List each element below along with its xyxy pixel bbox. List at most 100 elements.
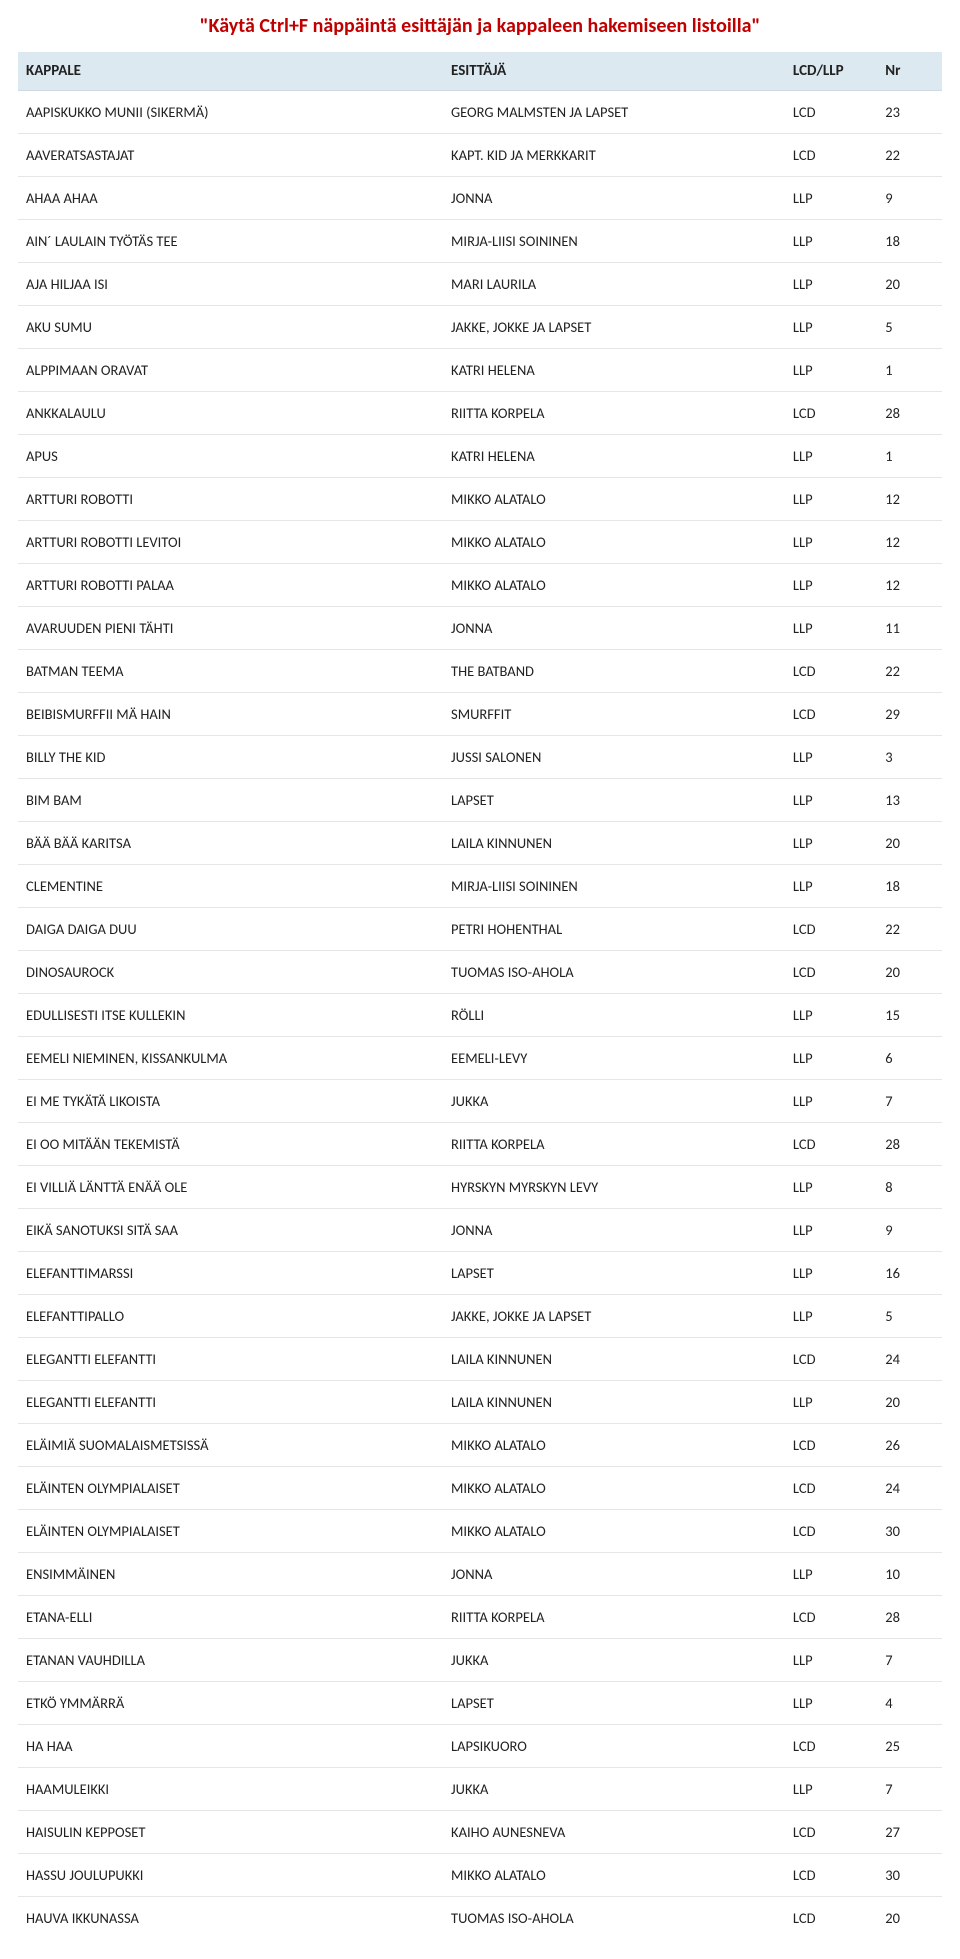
cell-format: LCD	[785, 1596, 877, 1639]
table-row: EIKÄ SANOTUKSI SITÄ SAAJONNALLP9	[18, 1209, 942, 1252]
cell-esittaja: LAILA KINNUNEN	[443, 1381, 785, 1424]
cell-format: LCD	[785, 693, 877, 736]
table-row: ETKÖ YMMÄRRÄLAPSETLLP4	[18, 1682, 942, 1725]
cell-format: LLP	[785, 822, 877, 865]
cell-format: LLP	[785, 220, 877, 263]
table-row: ARTTURI ROBOTTI PALAAMIKKO ALATALOLLP12	[18, 564, 942, 607]
cell-nr: 13	[877, 779, 942, 822]
cell-format: LLP	[785, 865, 877, 908]
cell-nr: 12	[877, 478, 942, 521]
cell-nr: 28	[877, 392, 942, 435]
cell-kappale: ARTTURI ROBOTTI PALAA	[18, 564, 443, 607]
cell-kappale: ELÄINTEN OLYMPIALAISET	[18, 1467, 443, 1510]
table-row: HASSU JOULUPUKKIMIKKO ALATALOLCD30	[18, 1854, 942, 1897]
table-header-row: KAPPALE ESITTÄJÄ LCD/LLP Nr	[18, 52, 942, 91]
cell-nr: 23	[877, 91, 942, 134]
cell-esittaja: RÖLLI	[443, 994, 785, 1037]
table-row: AHAA AHAAJONNALLP9	[18, 177, 942, 220]
cell-format: LLP	[785, 1037, 877, 1080]
cell-format: LLP	[785, 1553, 877, 1596]
cell-kappale: ETANA-ELLI	[18, 1596, 443, 1639]
cell-esittaja: JONNA	[443, 1553, 785, 1596]
cell-esittaja: PETRI HOHENTHAL	[443, 908, 785, 951]
table-row: ANKKALAULURIITTA KORPELALCD28	[18, 392, 942, 435]
cell-kappale: AKU SUMU	[18, 306, 443, 349]
cell-esittaja: JUKKA	[443, 1768, 785, 1811]
cell-esittaja: JUKKA	[443, 1639, 785, 1682]
cell-format: LLP	[785, 736, 877, 779]
cell-nr: 22	[877, 908, 942, 951]
cell-format: LLP	[785, 521, 877, 564]
cell-esittaja: MIKKO ALATALO	[443, 564, 785, 607]
table-row: ARTTURI ROBOTTI LEVITOIMIKKO ALATALOLLP1…	[18, 521, 942, 564]
cell-esittaja: RIITTA KORPELA	[443, 1596, 785, 1639]
cell-esittaja: JUKKA	[443, 1080, 785, 1123]
cell-format: LCD	[785, 1897, 877, 1940]
cell-format: LLP	[785, 1381, 877, 1424]
cell-format: LLP	[785, 1166, 877, 1209]
cell-nr: 7	[877, 1768, 942, 1811]
cell-format: LLP	[785, 1682, 877, 1725]
cell-kappale: HA HAA	[18, 1725, 443, 1768]
cell-kappale: BIM BAM	[18, 779, 443, 822]
cell-nr: 28	[877, 1596, 942, 1639]
cell-esittaja: LAPSET	[443, 1252, 785, 1295]
cell-kappale: ELEGANTTI ELEFANTTI	[18, 1338, 443, 1381]
cell-format: LCD	[785, 1338, 877, 1381]
cell-kappale: BEIBISMURFFII MÄ HAIN	[18, 693, 443, 736]
cell-kappale: BILLY THE KID	[18, 736, 443, 779]
cell-kappale: CLEMENTINE	[18, 865, 443, 908]
cell-esittaja: HYRSKYN MYRSKYN LEVY	[443, 1166, 785, 1209]
cell-kappale: ARTTURI ROBOTTI	[18, 478, 443, 521]
cell-esittaja: LAPSET	[443, 779, 785, 822]
cell-kappale: EI OO MITÄÄN TEKEMISTÄ	[18, 1123, 443, 1166]
table-row: HA HAALAPSIKUOROLCD25	[18, 1725, 942, 1768]
table-row: BEIBISMURFFII MÄ HAINSMURFFITLCD29	[18, 693, 942, 736]
cell-kappale: DAIGA DAIGA DUU	[18, 908, 443, 951]
cell-format: LLP	[785, 1080, 877, 1123]
cell-kappale: AIN´ LAULAIN TYÖTÄS TEE	[18, 220, 443, 263]
cell-format: LCD	[785, 91, 877, 134]
cell-nr: 26	[877, 1424, 942, 1467]
table-row: APUSKATRI HELENALLP1	[18, 435, 942, 478]
cell-nr: 12	[877, 564, 942, 607]
table-row: ETANA-ELLIRIITTA KORPELALCD28	[18, 1596, 942, 1639]
table-row: AJA HILJAA ISIMARI LAURILALLP20	[18, 263, 942, 306]
cell-format: LCD	[785, 650, 877, 693]
cell-nr: 22	[877, 134, 942, 177]
cell-format: LCD	[785, 134, 877, 177]
cell-nr: 18	[877, 865, 942, 908]
table-row: AIN´ LAULAIN TYÖTÄS TEEMIRJA-LIISI SOINI…	[18, 220, 942, 263]
cell-nr: 12	[877, 521, 942, 564]
cell-esittaja: MIRJA-LIISI SOININEN	[443, 220, 785, 263]
cell-kappale: ENSIMMÄINEN	[18, 1553, 443, 1596]
table-row: EI VILLIÄ LÄNTTÄ ENÄÄ OLEHYRSKYN MYRSKYN…	[18, 1166, 942, 1209]
cell-format: LCD	[785, 1467, 877, 1510]
table-row: BIM BAMLAPSETLLP13	[18, 779, 942, 822]
cell-nr: 9	[877, 177, 942, 220]
cell-nr: 6	[877, 1037, 942, 1080]
table-row: EI ME TYKÄTÄ LIKOISTAJUKKALLP7	[18, 1080, 942, 1123]
cell-kappale: ETANAN VAUHDILLA	[18, 1639, 443, 1682]
cell-esittaja: MIKKO ALATALO	[443, 1424, 785, 1467]
cell-nr: 20	[877, 1897, 942, 1940]
cell-nr: 15	[877, 994, 942, 1037]
cell-kappale: DINOSAUROCK	[18, 951, 443, 994]
cell-esittaja: RIITTA KORPELA	[443, 1123, 785, 1166]
cell-esittaja: LAPSIKUORO	[443, 1725, 785, 1768]
cell-kappale: HASSU JOULUPUKKI	[18, 1854, 443, 1897]
cell-nr: 7	[877, 1080, 942, 1123]
cell-kappale: ELEGANTTI ELEFANTTI	[18, 1381, 443, 1424]
cell-esittaja: JAKKE, JOKKE JA LAPSET	[443, 1295, 785, 1338]
table-row: EI OO MITÄÄN TEKEMISTÄRIITTA KORPELALCD2…	[18, 1123, 942, 1166]
cell-format: LCD	[785, 392, 877, 435]
cell-format: LLP	[785, 1768, 877, 1811]
cell-esittaja: JONNA	[443, 1209, 785, 1252]
cell-format: LLP	[785, 478, 877, 521]
table-row: ENSIMMÄINENJONNALLP10	[18, 1553, 942, 1596]
cell-esittaja: LAPSET	[443, 1682, 785, 1725]
cell-format: LCD	[785, 951, 877, 994]
cell-format: LLP	[785, 177, 877, 220]
cell-nr: 11	[877, 607, 942, 650]
cell-esittaja: JONNA	[443, 177, 785, 220]
